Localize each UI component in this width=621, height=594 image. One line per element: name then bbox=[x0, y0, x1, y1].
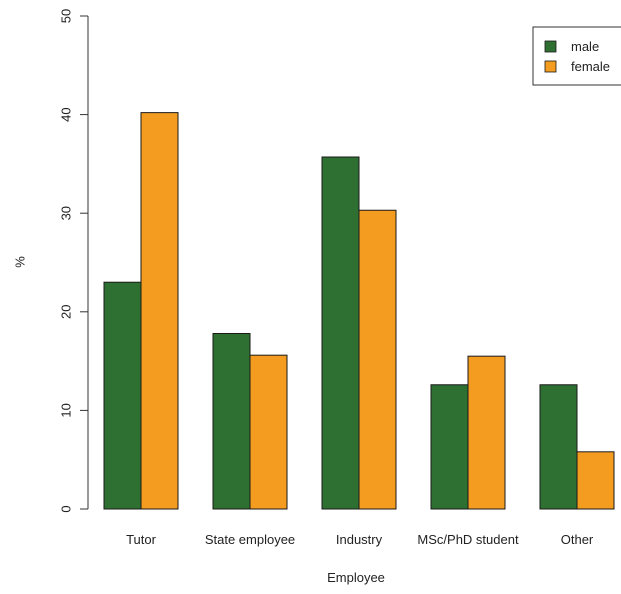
x-category-label: Industry bbox=[336, 532, 383, 547]
y-tick-label: 20 bbox=[59, 305, 74, 319]
y-axis-title: % bbox=[13, 256, 28, 268]
bar-male-2 bbox=[321, 156, 360, 510]
bar-female-1 bbox=[249, 354, 288, 510]
y-tick-label: 30 bbox=[59, 206, 74, 220]
bar-male-1 bbox=[212, 332, 251, 510]
bar-female-0 bbox=[140, 112, 179, 510]
bars-group bbox=[103, 112, 615, 510]
y-tick-label: 0 bbox=[59, 505, 74, 512]
legend: male female bbox=[532, 26, 621, 86]
bar-female-3 bbox=[467, 355, 506, 510]
legend-box bbox=[532, 26, 621, 86]
bar-female-2 bbox=[358, 209, 397, 510]
x-category-label: State employee bbox=[205, 532, 295, 547]
y-tick-label: 10 bbox=[59, 403, 74, 417]
x-axis-title: Employee bbox=[327, 570, 385, 585]
legend-swatch-female bbox=[544, 60, 557, 73]
x-axis-labels: Tutor State employee Industry MSc/PhD stude… bbox=[126, 532, 594, 547]
x-category-label: Other bbox=[561, 532, 594, 547]
y-axis: 0 10 20 30 40 50 bbox=[59, 9, 89, 513]
legend-label-female: female bbox=[571, 59, 610, 74]
legend-swatch-male bbox=[544, 40, 557, 53]
x-category-label: Tutor bbox=[126, 532, 157, 547]
y-tick-label: 40 bbox=[59, 107, 74, 121]
bar-male-0 bbox=[103, 281, 142, 510]
bar-male-4 bbox=[539, 384, 578, 510]
legend-label-male: male bbox=[571, 39, 599, 54]
x-category-label: MSc/PhD student bbox=[417, 532, 519, 547]
y-tick-label: 50 bbox=[59, 9, 74, 23]
bar-female-4 bbox=[576, 451, 615, 510]
bar-male-3 bbox=[430, 384, 469, 510]
